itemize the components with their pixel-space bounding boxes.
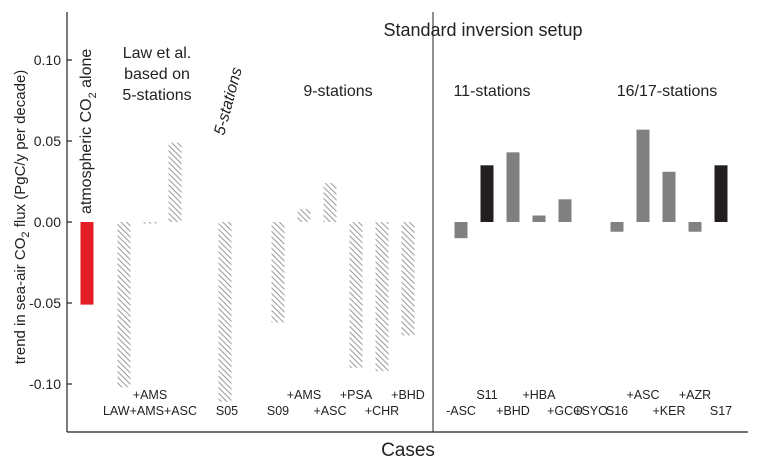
bar-s09-bhd [401,222,415,336]
bars [80,129,728,402]
bar-s09-psa [349,222,363,368]
bar-s17 [714,165,728,222]
group-label-law-line1: Law et al. [123,45,191,62]
bar-s11-gco [558,199,572,222]
bar-s05 [218,222,232,402]
case-label: +KER [652,404,685,418]
case-label: +CHR [365,404,399,418]
chart-title: Standard inversion setup [383,20,582,40]
bar-s11 [480,165,494,222]
bar-s11-hba [532,215,546,222]
case-label: +AMS [133,388,167,402]
case-label: LAW+AMS+ASC [103,404,197,418]
y-tick-label: -0.10 [29,376,61,392]
case-label: S17 [710,404,732,418]
bar-s09-ams [297,209,311,222]
bar-s09-chr [375,222,389,372]
case-label: +GCO [547,404,583,418]
case-label: +BHD [496,404,530,418]
case-label: +SYO [574,404,608,418]
bar-s16-ker [662,171,676,222]
bar-s09 [271,222,285,323]
y-tick-label: 0.10 [34,52,61,68]
bar-law-ams [143,222,157,224]
case-label: S11 [476,388,497,402]
group-label-law-line3: 5-stations [122,87,191,104]
case-label: S16 [606,404,628,418]
y-tick-label: 0.00 [34,214,61,230]
bar-atm-co2 [80,222,94,305]
annotation-atmospheric-co2: atmospheric CO2 alone [78,49,99,214]
case-label: +ASC [626,388,659,402]
case-label: +BHD [391,388,425,402]
y-ticks: 0.10 0.05 0.00 -0.05 -0.10 [29,52,72,392]
group-label-9-stations: 9-stations [303,83,372,100]
case-label: S05 [216,404,238,418]
bar-s16 [610,222,624,232]
group-label-16-17-stations: 16/17-stations [617,83,718,100]
case-label: +AZR [679,388,711,402]
group-label-law-line2: based on [124,66,190,83]
bar-law-ams-asc [168,142,182,222]
group-label-5-stations: 5-stations [211,66,245,137]
x-axis-title: Cases [381,440,435,458]
bar-law [117,222,131,388]
case-label: -ASC [446,404,476,418]
bar-s11-asc [454,222,468,239]
group-label-11-stations: 11-stations [453,83,530,100]
case-label: +HBA [522,388,556,402]
case-label: +ASC [313,404,346,418]
bar-s11-bhd [506,152,520,222]
y-axis-title: trend in sea-air CO2 flux (PgC/y per dec… [12,70,32,365]
y-tick-label: -0.05 [29,295,61,311]
case-label: +PSA [340,388,373,402]
bar-s09-asc [323,183,337,222]
case-label: +AMS [287,388,321,402]
bar-s16-asc [636,129,650,222]
y-tick-label: 0.05 [34,133,61,149]
case-labels: +AMS LAW+AMS+ASC S05 +AMS S09 +ASC +PSA +CHR +BH… [103,388,732,418]
case-label: S09 [267,404,289,418]
bar-s16-azr [688,222,702,232]
